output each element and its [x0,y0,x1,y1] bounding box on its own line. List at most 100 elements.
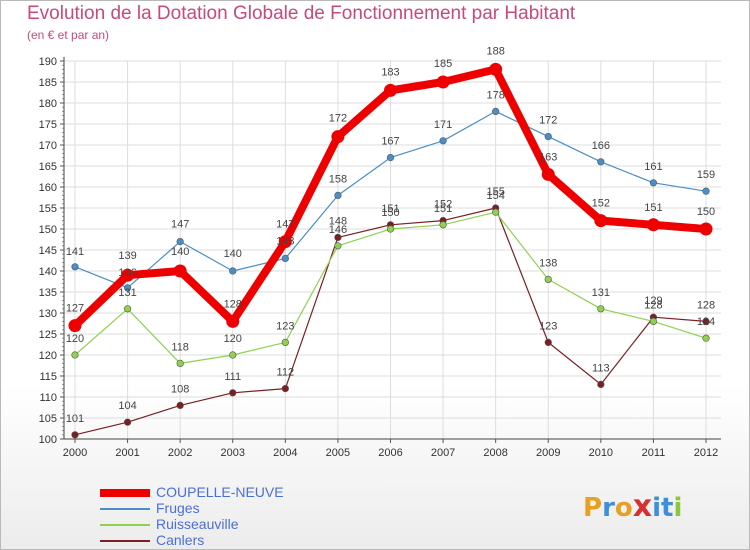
logo-letter: t [661,493,674,523]
data-point-canlers [123,418,132,426]
chart-subtitle: (en € et par an) [27,28,110,42]
y-tick-label: 105 [39,413,57,425]
data-point-ruisseauville [597,305,605,313]
data-label-fruges: 143 [276,235,294,247]
data-label-ruisseauville: 151 [434,203,452,215]
data-label-ruisseauville: 154 [486,190,504,202]
x-tick-label: 2002 [168,447,192,459]
data-label-canlers: 104 [118,400,136,412]
chart-title: Evolution de la Dotation Globale de Fonc… [27,3,576,24]
data-point-fruges [544,133,552,141]
data-label-coupelle-neuve: 188 [486,45,504,57]
data-label-ruisseauville: 123 [276,320,294,332]
logo-letter: x [632,489,653,524]
x-tick-label: 2001 [115,447,139,459]
data-label-ruisseauville: 146 [329,224,347,236]
data-point-coupelle-neuve [226,314,240,328]
grid [64,60,721,440]
x-tick-label: 2003 [221,447,245,459]
data-point-ruisseauville [544,275,552,284]
data-label-ruisseauville: 150 [381,207,399,219]
y-tick-label: 185 [39,77,57,89]
data-point-coupelle-neuve [278,235,292,249]
data-point-ruisseauville [386,225,395,233]
data-point-canlers [597,380,605,389]
y-tick-label: 165 [39,161,57,173]
data-label-canlers: 148 [329,215,347,227]
data-label-fruges: 147 [171,219,189,231]
data-label-canlers: 108 [171,383,189,395]
legend-swatch [100,524,150,526]
data-point-canlers [544,338,552,347]
legend-label: Fruges [156,500,200,516]
series-points [68,62,713,439]
data-label-coupelle-neuve: 152 [592,198,610,210]
y-tick-label: 115 [39,371,57,383]
data-point-fruges [71,263,79,271]
y-tick-label: 190 [39,56,57,68]
data-label-ruisseauville: 124 [697,316,715,328]
data-label-canlers: 128 [697,299,715,311]
data-point-ruisseauville [71,351,79,359]
axes: 100 105 110 115 120 125 130 135 140 145 150 155 160 1… [39,56,721,459]
legend-label: Ruisseauville [156,516,239,532]
data-label-canlers: 112 [277,367,295,379]
data-point-ruisseauville [649,317,658,326]
y-tick-label: 180 [39,98,57,110]
logo-letter: P [583,493,603,523]
data-point-canlers [229,389,237,397]
data-label-coupelle-neuve: 151 [644,202,662,214]
proxiti-logo: Proxiti [583,489,682,524]
data-point-coupelle-neuve [331,130,345,144]
data-label-canlers: 113 [592,362,610,374]
data-label-fruges: 140 [224,248,242,260]
y-tick-label: 175 [39,119,57,131]
data-label-canlers: 123 [539,320,557,332]
data-point-coupelle-neuve [384,83,397,97]
data-point-fruges [649,179,658,187]
data-label-ruisseauville: 120 [224,333,242,345]
data-point-ruisseauville [229,351,237,359]
y-tick-label: 135 [39,287,57,299]
data-label-fruges: 178 [486,89,504,101]
data-point-fruges [334,191,342,199]
data-label-canlers: 111 [224,371,241,383]
y-tick-label: 145 [39,245,57,257]
data-point-ruisseauville [123,305,132,313]
x-tick-label: 2000 [63,447,87,459]
x-tick-label: 2011 [642,447,666,459]
data-point-fruges [492,107,500,115]
y-tick-label: 125 [39,329,57,341]
data-label-ruisseauville: 128 [644,299,662,311]
data-point-canlers [71,431,79,439]
data-label-ruisseauville: 120 [66,333,84,345]
data-point-coupelle-neuve [646,218,660,232]
data-label-canlers: 151 [381,203,399,215]
y-tick-label: 140 [39,266,57,278]
y-tick-label: 170 [39,140,57,152]
data-point-ruisseauville [334,242,342,250]
data-label-coupelle-neuve: 172 [329,113,347,125]
data-label-ruisseauville: 131 [592,287,610,299]
y-tick-label: 120 [39,350,57,362]
y-tick-label: 110 [39,392,57,404]
y-tick-label: 155 [39,203,57,215]
data-label-canlers: 155 [486,186,504,198]
logo-letter: i [673,493,683,523]
data-point-ruisseauville [702,334,710,342]
data-label-coupelle-neuve: 139 [118,250,136,262]
data-point-fruges [702,187,710,195]
data-label-coupelle-neuve: 147 [276,219,294,231]
x-tick-label: 2004 [273,447,297,459]
legend-swatch [100,489,150,497]
data-point-canlers [281,385,289,393]
data-label-canlers: 129 [644,295,662,307]
data-point-coupelle-neuve [489,62,503,76]
legend: COUPELLE-NEUVE Fruges Ruisseauville Canl… [100,484,330,549]
data-point-canlers [334,233,342,241]
data-label-fruges: 161 [644,161,662,173]
data-label-coupelle-neuve: 140 [171,246,189,258]
data-label-coupelle-neuve: 185 [434,58,452,70]
data-label-fruges: 158 [329,173,347,185]
